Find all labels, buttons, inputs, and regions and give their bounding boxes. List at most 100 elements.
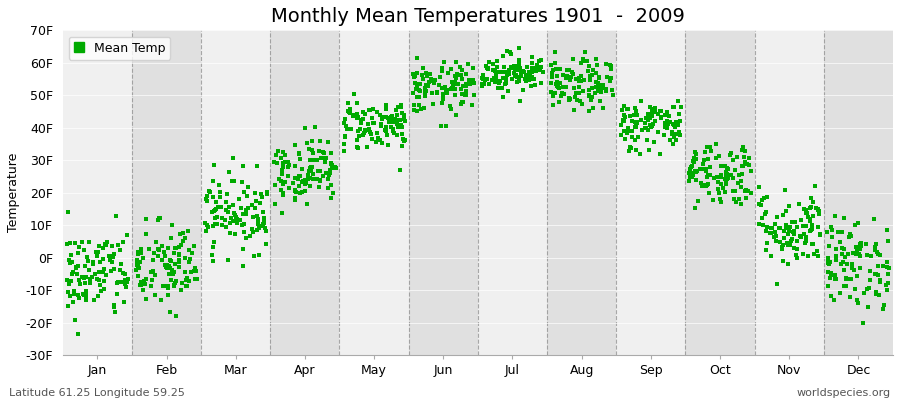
Point bbox=[379, 101, 393, 108]
Point bbox=[568, 93, 582, 100]
Point bbox=[509, 74, 524, 80]
Point bbox=[617, 114, 632, 121]
Point bbox=[382, 119, 396, 125]
Point bbox=[628, 122, 643, 129]
Point bbox=[727, 196, 742, 202]
Point bbox=[356, 116, 370, 122]
Point bbox=[688, 149, 703, 155]
Point bbox=[796, 230, 811, 237]
Point bbox=[435, 68, 449, 74]
Point bbox=[394, 110, 409, 116]
Point bbox=[254, 223, 268, 230]
Point bbox=[424, 76, 438, 82]
Point bbox=[215, 215, 230, 222]
Point bbox=[97, 286, 112, 292]
Point bbox=[526, 69, 540, 75]
Point bbox=[653, 115, 668, 121]
Point bbox=[481, 66, 495, 72]
Point bbox=[272, 176, 286, 182]
Point bbox=[134, 282, 148, 288]
Point bbox=[667, 134, 681, 140]
Point bbox=[459, 87, 473, 94]
Point bbox=[314, 155, 328, 162]
Point bbox=[821, 255, 835, 261]
Point bbox=[377, 114, 392, 120]
Point bbox=[179, 283, 194, 289]
Point bbox=[530, 64, 544, 70]
Point bbox=[305, 146, 320, 153]
Point bbox=[99, 272, 113, 278]
Point bbox=[498, 68, 512, 75]
Point bbox=[96, 256, 111, 262]
Point bbox=[161, 292, 176, 298]
Point bbox=[398, 137, 412, 144]
Point bbox=[806, 222, 820, 228]
Point bbox=[853, 246, 868, 252]
Point bbox=[100, 239, 114, 245]
Point bbox=[451, 81, 465, 87]
Point bbox=[553, 79, 567, 86]
Point bbox=[183, 256, 197, 262]
Point bbox=[365, 115, 380, 122]
Point bbox=[79, 274, 94, 281]
Point bbox=[845, 260, 859, 267]
Point bbox=[605, 87, 619, 94]
Point bbox=[154, 257, 168, 263]
Point bbox=[206, 223, 220, 230]
Point bbox=[410, 94, 424, 100]
Point bbox=[633, 151, 647, 157]
Point bbox=[239, 234, 254, 241]
Point bbox=[690, 197, 705, 204]
Point bbox=[548, 90, 562, 96]
Point bbox=[594, 87, 608, 94]
Point bbox=[718, 188, 733, 195]
Point bbox=[770, 232, 784, 239]
Point bbox=[454, 90, 469, 97]
Point bbox=[366, 120, 381, 126]
Point bbox=[130, 262, 145, 268]
Point bbox=[422, 78, 436, 85]
Point bbox=[218, 217, 232, 223]
Point bbox=[560, 67, 574, 74]
Point bbox=[478, 76, 492, 83]
Point bbox=[182, 259, 196, 266]
Point bbox=[67, 298, 81, 305]
Point bbox=[111, 279, 125, 285]
Point bbox=[667, 122, 681, 128]
Point bbox=[582, 108, 597, 114]
Point bbox=[567, 106, 581, 113]
Point bbox=[466, 92, 481, 98]
Point bbox=[446, 82, 461, 88]
Point bbox=[433, 122, 447, 129]
Point bbox=[616, 103, 631, 109]
Point bbox=[844, 233, 859, 239]
Point bbox=[276, 149, 291, 155]
Point bbox=[594, 89, 608, 95]
Point bbox=[852, 253, 867, 259]
Point bbox=[688, 156, 703, 162]
Point bbox=[238, 229, 252, 236]
Point bbox=[714, 174, 728, 180]
Point bbox=[325, 163, 339, 170]
Point bbox=[236, 163, 250, 169]
Point bbox=[648, 108, 662, 115]
Point bbox=[91, 248, 105, 255]
Point bbox=[108, 309, 122, 315]
Point bbox=[828, 272, 842, 278]
Point bbox=[835, 250, 850, 257]
Point bbox=[66, 268, 80, 275]
Point bbox=[638, 125, 652, 131]
Point bbox=[778, 208, 793, 214]
Point bbox=[770, 213, 784, 220]
Point bbox=[651, 110, 665, 117]
Point bbox=[545, 92, 560, 99]
Point bbox=[772, 239, 787, 246]
Point bbox=[828, 276, 842, 282]
Point bbox=[544, 80, 559, 86]
Point bbox=[811, 253, 825, 259]
Point bbox=[324, 161, 338, 168]
Point bbox=[389, 117, 403, 124]
Point bbox=[383, 124, 398, 130]
Point bbox=[298, 188, 312, 194]
Point bbox=[185, 250, 200, 257]
